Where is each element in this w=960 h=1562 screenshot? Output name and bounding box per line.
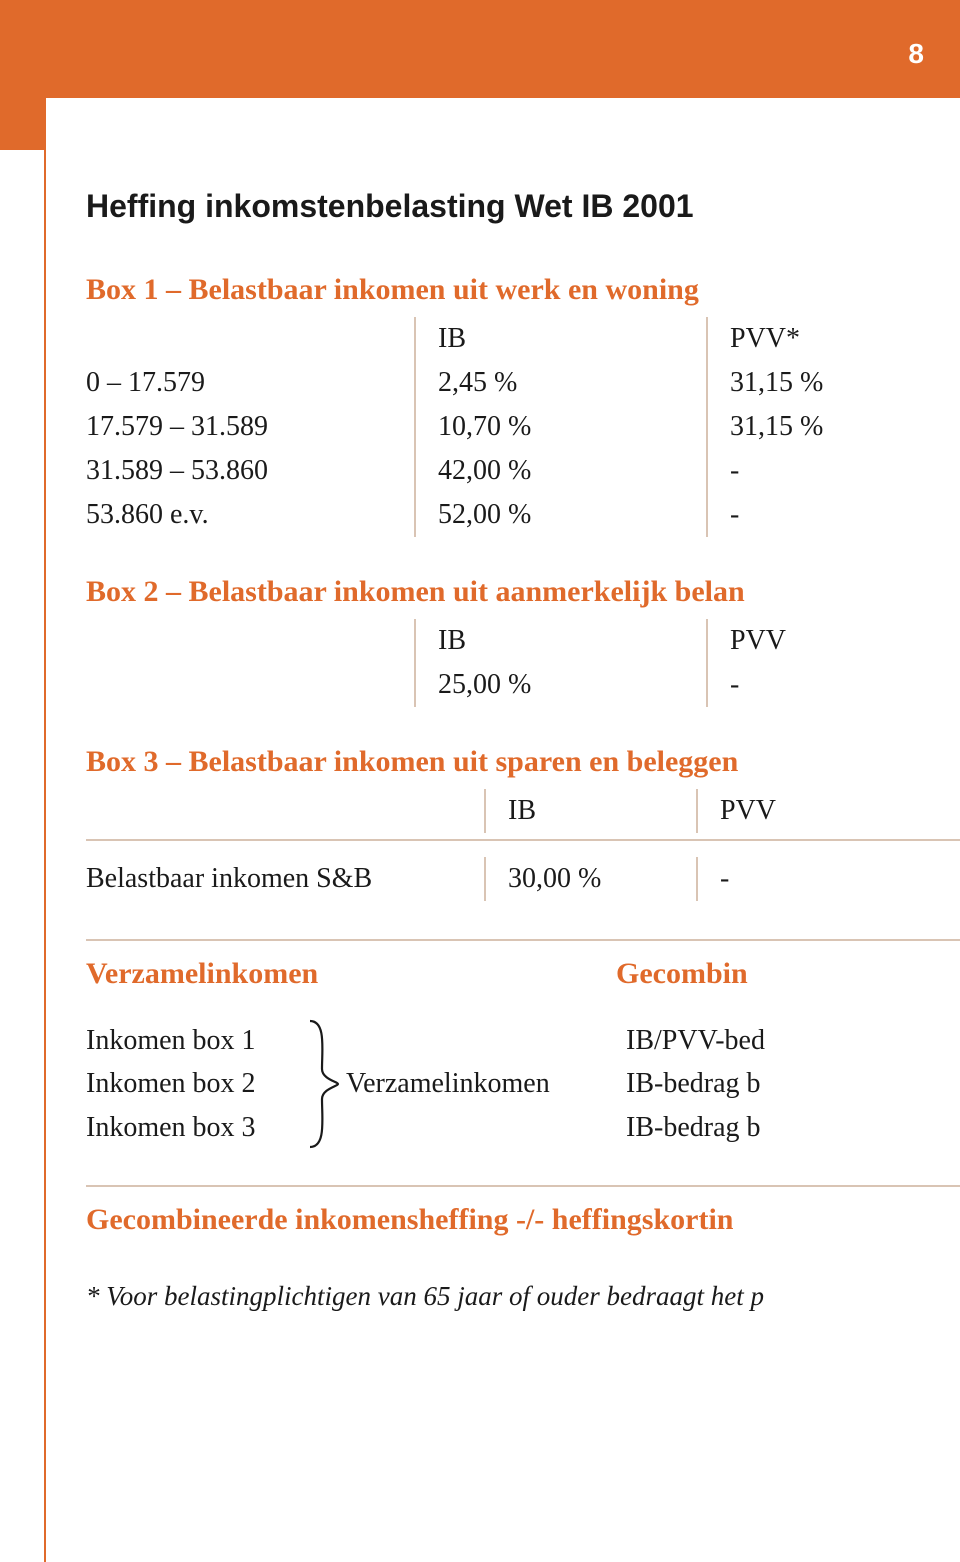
box3-row-label: Belastbaar inkomen S&B: [86, 857, 485, 901]
brace-icon: [306, 1019, 340, 1149]
pvv-cell: 31,15 %: [707, 361, 960, 405]
pvv-cell: -: [707, 493, 960, 537]
list-item: Inkomen box 3: [86, 1106, 306, 1149]
bracket-cell: 53.860 e.v.: [86, 493, 415, 537]
table-row: 31.589 – 53.860 42,00 % -: [86, 449, 960, 493]
pvv-cell: -: [707, 449, 960, 493]
bracket-cell: 31.589 – 53.860: [86, 449, 415, 493]
bracket-cell: 17.579 – 31.589: [86, 405, 415, 449]
page: 8 Heffing inkomstenbelasting Wet IB 2001…: [0, 0, 960, 1562]
pvv-cell: -: [707, 663, 960, 707]
brace-block: Inkomen box 1 Inkomen box 2 Inkomen box …: [86, 1019, 960, 1149]
ib-cell: 25,00 %: [415, 663, 707, 707]
table-row: 53.860 e.v. 52,00 % -: [86, 493, 960, 537]
list-item: Inkomen box 2: [86, 1062, 306, 1105]
ib-cell: 52,00 %: [415, 493, 707, 537]
verzamel-right-heading: Gecombin: [616, 957, 748, 991]
main-title: Heffing inkomstenbelasting Wet IB 2001: [86, 188, 960, 225]
brace-right-col: IB/PVV-bed IB-bedrag b IB-bedrag b: [626, 1019, 765, 1149]
box1-col-pvv: PVV*: [707, 317, 960, 361]
table-row: 17.579 – 31.589 10,70 % 31,15 %: [86, 405, 960, 449]
verzamel-left-heading: Verzamelinkomen: [86, 957, 616, 991]
list-item: Inkomen box 1: [86, 1019, 306, 1062]
box3-col-pvv: PVV: [697, 789, 960, 833]
divider: [86, 839, 960, 841]
page-number: 8: [908, 38, 924, 70]
ib-cell: 10,70 %: [415, 405, 707, 449]
box2-col-pvv: PVV: [707, 619, 960, 663]
pvv-cell: 31,15 %: [707, 405, 960, 449]
box3-table: IB PVV: [86, 789, 960, 833]
box1-header-row: IB PVV*: [86, 317, 960, 361]
box2-header-row: IB PVV: [86, 619, 960, 663]
brace-mid-label: Verzamelinkomen: [346, 1068, 626, 1100]
table-row: Belastbaar inkomen S&B 30,00 % -: [86, 857, 960, 901]
box2-col-ib: IB: [415, 619, 707, 663]
divider: [86, 1185, 960, 1187]
box3-header-row: IB PVV: [86, 789, 960, 833]
ib-cell: 2,45 %: [415, 361, 707, 405]
verzamel-headings: Verzamelinkomen Gecombin: [86, 957, 960, 991]
ib-cell: 30,00 %: [485, 857, 697, 901]
pvv-cell: -: [697, 857, 960, 901]
footnote: * Voor belastingplichtigen van 65 jaar o…: [86, 1281, 960, 1312]
box3-col-ib: IB: [485, 789, 697, 833]
bracket-cell: 0 – 17.579: [86, 361, 415, 405]
box3-data-table: Belastbaar inkomen S&B 30,00 % -: [86, 857, 960, 901]
list-item: IB-bedrag b: [626, 1062, 765, 1105]
divider: [86, 939, 960, 941]
brace-left-col: Inkomen box 1 Inkomen box 2 Inkomen box …: [86, 1019, 306, 1149]
list-item: IB-bedrag b: [626, 1106, 765, 1149]
box2-heading: Box 2 – Belastbaar inkomen uit aanmerkel…: [86, 575, 960, 609]
ib-cell: 42,00 %: [415, 449, 707, 493]
box1-col-ib: IB: [415, 317, 707, 361]
final-line: Gecombineerde inkomensheffing -/- heffin…: [86, 1203, 960, 1237]
box3-heading: Box 3 – Belastbaar inkomen uit sparen en…: [86, 745, 960, 779]
box1-table: IB PVV* 0 – 17.579 2,45 % 31,15 % 17.579…: [86, 317, 960, 537]
box2-table: IB PVV 25,00 % -: [86, 619, 960, 707]
content-card: Heffing inkomstenbelasting Wet IB 2001 B…: [44, 96, 960, 1562]
box1-heading: Box 1 – Belastbaar inkomen uit werk en w…: [86, 273, 960, 307]
table-row: 25,00 % -: [86, 663, 960, 707]
table-row: 0 – 17.579 2,45 % 31,15 %: [86, 361, 960, 405]
list-item: IB/PVV-bed: [626, 1019, 765, 1062]
